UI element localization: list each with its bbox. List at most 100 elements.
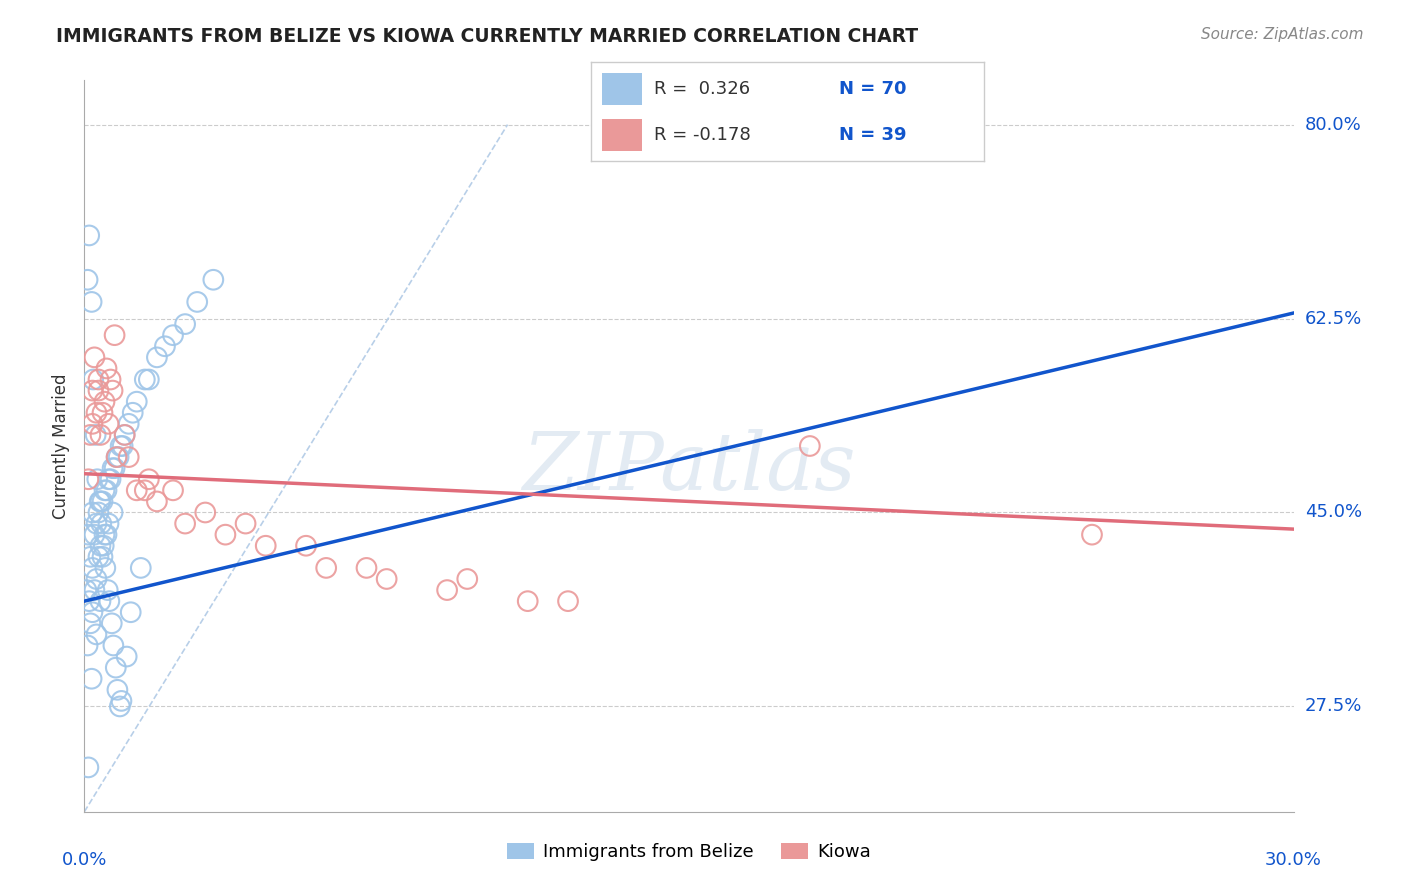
Point [111, 439, 134, 453]
Point [80, 294, 103, 309]
Point [356, 561, 378, 575]
Point [86, 406, 108, 420]
Point [315, 561, 337, 575]
Point [125, 483, 148, 498]
Point [97, 516, 120, 531]
Point [82, 605, 104, 619]
Point [254, 539, 277, 553]
Point [125, 394, 148, 409]
Point [84, 428, 107, 442]
Point [89, 428, 111, 442]
Point [91, 406, 114, 420]
Bar [602, 120, 641, 151]
Point [138, 372, 160, 386]
Point [105, 450, 128, 464]
Point [107, 450, 129, 464]
Point [79, 549, 101, 564]
Point [1081, 527, 1104, 541]
Point [86, 627, 108, 641]
Point [103, 639, 125, 653]
Point [107, 682, 129, 697]
Point [76, 273, 98, 287]
Point [96, 483, 118, 498]
Point [97, 417, 120, 431]
Point [101, 384, 124, 398]
Point [162, 328, 184, 343]
Text: 30.0%: 30.0% [1265, 851, 1322, 869]
Point [105, 450, 128, 464]
Point [89, 539, 111, 553]
Text: 62.5%: 62.5% [1305, 310, 1362, 327]
Point [94, 561, 117, 575]
Text: 27.5%: 27.5% [1305, 698, 1362, 715]
Point [87, 372, 110, 386]
Point [77, 228, 100, 243]
Point [77, 527, 100, 541]
Point [101, 506, 124, 520]
Text: R =  0.326: R = 0.326 [654, 80, 749, 98]
Point [82, 384, 104, 398]
Bar [602, 73, 641, 104]
Point [83, 583, 105, 598]
Point [86, 472, 108, 486]
Point [86, 516, 108, 531]
Point [120, 605, 142, 619]
Point [375, 572, 398, 586]
Point [80, 672, 103, 686]
Point [174, 317, 197, 331]
Point [118, 450, 141, 464]
Point [799, 439, 821, 453]
Point [96, 361, 118, 376]
Point [134, 483, 156, 498]
Point [79, 428, 101, 442]
Text: N = 70: N = 70 [838, 80, 905, 98]
Point [83, 527, 105, 541]
Point [79, 616, 101, 631]
Point [456, 572, 478, 586]
Point [97, 472, 120, 486]
Point [89, 494, 111, 508]
Point [110, 694, 132, 708]
Point [436, 583, 458, 598]
Point [82, 417, 104, 431]
Point [100, 616, 122, 631]
Point [134, 372, 156, 386]
Point [104, 461, 127, 475]
Point [89, 594, 111, 608]
Text: 45.0%: 45.0% [1305, 503, 1362, 522]
Point [82, 372, 104, 386]
Point [97, 583, 120, 598]
Point [77, 472, 100, 486]
Text: ZIPatlas: ZIPatlas [522, 429, 856, 507]
Text: R = -0.178: R = -0.178 [654, 126, 751, 144]
Point [100, 372, 122, 386]
Point [91, 494, 114, 508]
Point [93, 483, 115, 498]
Point [83, 351, 105, 365]
Point [118, 417, 141, 431]
Point [110, 439, 132, 453]
Point [557, 594, 579, 608]
Point [98, 594, 121, 608]
Point [96, 527, 118, 541]
Point [153, 339, 176, 353]
Point [93, 394, 115, 409]
Point [295, 539, 318, 553]
Point [87, 506, 110, 520]
Y-axis label: Currently Married: Currently Married [52, 373, 70, 519]
Point [516, 594, 538, 608]
Point [235, 516, 257, 531]
Text: Source: ZipAtlas.com: Source: ZipAtlas.com [1201, 27, 1364, 42]
Point [87, 549, 110, 564]
Point [104, 328, 127, 343]
Point [115, 649, 138, 664]
Point [75, 583, 97, 598]
Point [214, 527, 236, 541]
Point [101, 461, 124, 475]
Point [77, 594, 100, 608]
Point [82, 506, 104, 520]
Point [82, 561, 104, 575]
Point [93, 539, 115, 553]
Point [121, 406, 143, 420]
Point [194, 506, 217, 520]
